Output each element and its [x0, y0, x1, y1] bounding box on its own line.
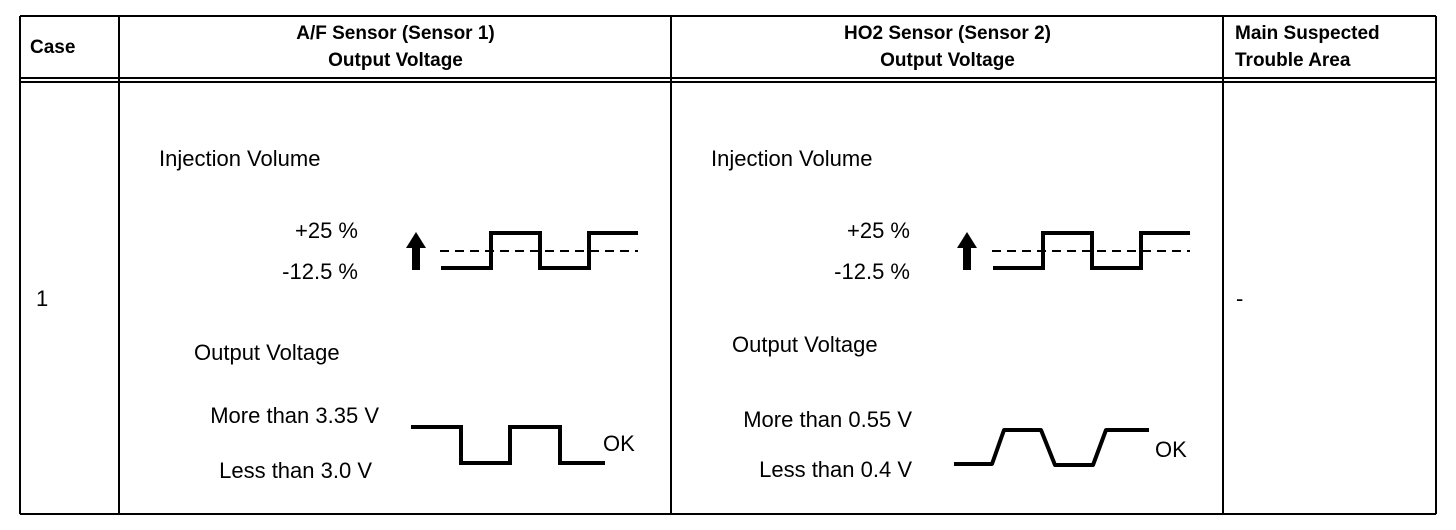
af-ok-result: OK [603, 431, 635, 456]
ho2-injection-volume-label: Injection Volume [711, 146, 873, 171]
header-trouble-area-line2: Trouble Area [1235, 50, 1351, 71]
ho2-low-voltage: Less than 0.4 V [759, 457, 912, 482]
header-ho2-sensor-line2: Output Voltage [880, 50, 1015, 71]
af-high-voltage: More than 3.35 V [210, 403, 379, 428]
af-injection-waveform [441, 231, 638, 270]
header-ho2-sensor-line1: HO2 Sensor (Sensor 2) [844, 23, 1051, 44]
ho2-injection-waveform [993, 231, 1190, 270]
ho2-output-waveform [954, 428, 1149, 467]
af-minus-percent: -12.5 % [282, 259, 358, 284]
ho2-injection-up-arrow [957, 232, 977, 270]
header-case: Case [30, 37, 76, 58]
header-af-sensor-line1: A/F Sensor (Sensor 1) [296, 23, 495, 44]
header-ho2-sensor: HO2 Sensor (Sensor 2) Output Voltage [672, 20, 1223, 74]
header-af-sensor-line2: Output Voltage [328, 50, 463, 71]
ho2-ok-result: OK [1155, 437, 1187, 462]
ho2-output-voltage-label: Output Voltage [732, 332, 878, 357]
af-injection-up-arrow [406, 232, 426, 270]
af-plus-percent: +25 % [295, 218, 358, 243]
header-trouble-area-line1: Main Suspected [1235, 23, 1380, 44]
ho2-plus-percent: +25 % [847, 218, 910, 243]
trouble-area-value: - [1236, 286, 1244, 311]
header-af-sensor: A/F Sensor (Sensor 1) Output Voltage [120, 20, 671, 74]
header-trouble-area: Main Suspected Trouble Area [1235, 20, 1380, 74]
row-case-number: 1 [36, 286, 49, 311]
af-output-waveform [411, 425, 605, 465]
table-borders [19, 15, 1437, 515]
ho2-high-voltage: More than 0.55 V [743, 407, 912, 432]
af-low-voltage: Less than 3.0 V [219, 458, 372, 483]
af-output-voltage-label: Output Voltage [194, 340, 340, 365]
af-injection-volume-label: Injection Volume [159, 146, 321, 171]
ho2-minus-percent: -12.5 % [834, 259, 910, 284]
